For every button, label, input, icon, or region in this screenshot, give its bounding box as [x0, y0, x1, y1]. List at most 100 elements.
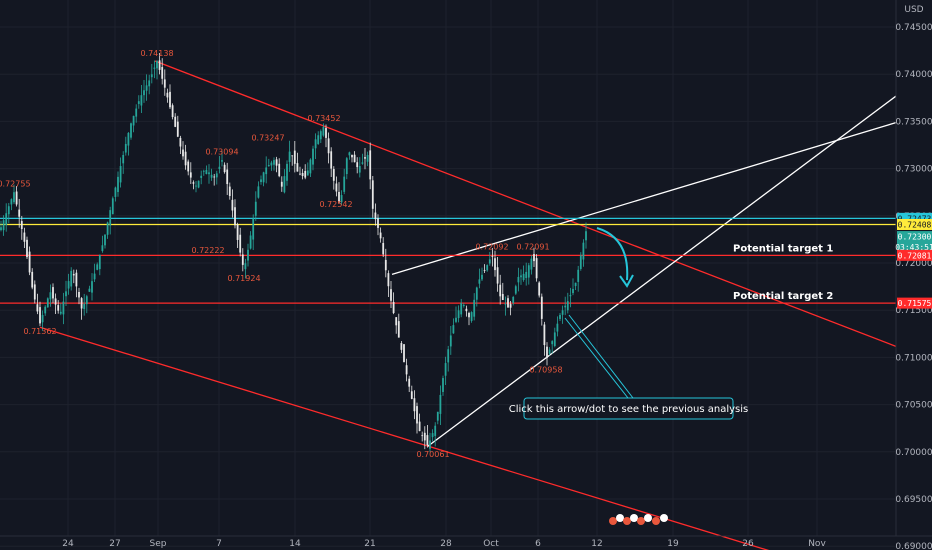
candle-body	[351, 154, 353, 158]
price-tag	[897, 218, 932, 230]
candle-body	[382, 243, 385, 255]
y-tick-label: 0.72000	[895, 259, 932, 269]
candle-body	[247, 249, 249, 261]
candle-body	[0, 227, 2, 231]
candle-body	[335, 183, 338, 192]
candle-body	[265, 167, 268, 175]
candle-body	[390, 289, 392, 301]
event-dot-icon[interactable]	[623, 517, 631, 525]
candle-body	[218, 166, 221, 170]
candle-body	[465, 308, 468, 312]
candle-body	[254, 201, 257, 216]
y-tick-label: 0.70500	[895, 401, 932, 411]
event-dot-icon[interactable]	[652, 517, 660, 525]
event-dot-icon[interactable]	[660, 514, 668, 522]
trend-line[interactable]	[391, 120, 901, 275]
candle-body	[195, 185, 197, 187]
candle-body	[54, 298, 57, 305]
candle-body	[257, 186, 260, 198]
candle-body	[10, 199, 13, 205]
candle-body	[7, 206, 10, 215]
candle-body	[423, 432, 426, 441]
candle-body	[241, 254, 244, 265]
trend-line[interactable]	[154, 60, 901, 349]
price-tag	[897, 231, 932, 243]
candle-body	[343, 176, 346, 192]
event-dot-icon[interactable]	[616, 514, 624, 522]
candle-body	[535, 258, 538, 279]
event-dot-icon[interactable]	[630, 514, 638, 522]
candle-body	[410, 391, 413, 399]
candle-body	[122, 155, 125, 164]
candle-body	[418, 421, 421, 432]
candle-body	[491, 256, 494, 257]
price-axis[interactable]	[896, 0, 932, 550]
candle-body	[150, 74, 153, 78]
candle-body	[280, 181, 283, 187]
trend-line[interactable]	[427, 92, 901, 447]
swing-price-label: 0.73094	[205, 148, 238, 157]
candle-body	[364, 157, 366, 159]
candle-body	[579, 255, 582, 269]
swing-price-label: 0.70958	[529, 365, 562, 374]
candle-body	[577, 269, 580, 282]
candle-body	[260, 179, 262, 183]
candle-body	[31, 271, 34, 288]
price-tag-text: 03:43:51	[895, 243, 932, 252]
candle-body	[327, 138, 330, 154]
candle-body	[28, 251, 31, 273]
event-dot-icon[interactable]	[609, 517, 617, 525]
candle-body	[137, 101, 140, 104]
x-tick-label: 19	[667, 539, 679, 549]
candle-body	[249, 235, 252, 249]
candle-body	[286, 163, 288, 181]
price-tag-text: 0.72300	[898, 233, 932, 242]
candle-body	[187, 161, 190, 172]
candle-body	[283, 176, 286, 193]
x-tick-label: 24	[62, 539, 74, 549]
event-dot-icon[interactable]	[644, 514, 652, 522]
candle-body	[439, 394, 442, 414]
price-tag-text: 0.72081	[898, 251, 932, 260]
currency-label: USD	[904, 5, 923, 15]
candle-body	[130, 123, 132, 138]
analysis-callout[interactable]: Click this arrow/dot to see the previous…	[509, 397, 749, 420]
candle-body	[39, 307, 41, 324]
candle-body	[124, 143, 127, 153]
candle-body	[15, 191, 18, 205]
candle-body	[403, 344, 405, 363]
candle-body	[379, 232, 382, 239]
event-dot-icon[interactable]	[637, 517, 645, 525]
candle-body	[200, 175, 203, 178]
event-icons[interactable]	[609, 514, 668, 525]
candle-body	[397, 321, 400, 338]
forecast-arrow-head	[619, 274, 634, 288]
x-tick-label: 6	[535, 539, 541, 549]
candle-body	[278, 163, 281, 177]
candle-body	[210, 174, 213, 178]
swing-price-label: 0.72755	[0, 180, 31, 189]
candle-body	[514, 286, 517, 294]
candle-body	[215, 173, 218, 178]
candle-body	[104, 234, 106, 246]
candle-body	[49, 292, 52, 300]
candle-body	[452, 325, 455, 334]
candle-body	[348, 152, 351, 156]
candle-body	[314, 139, 317, 149]
candle-body	[455, 317, 457, 322]
candle-body	[161, 67, 164, 79]
candle-body	[270, 162, 273, 166]
candle-body	[176, 121, 179, 137]
swing-price-label: 0.72092	[475, 242, 508, 251]
candle-body	[182, 149, 184, 157]
candle-body	[509, 304, 512, 308]
candle-body	[288, 151, 291, 162]
trend-line[interactable]	[39, 326, 770, 550]
candle-body	[236, 224, 239, 240]
y-tick-label: 0.73000	[895, 165, 932, 175]
candle-body	[226, 169, 229, 185]
candle-body	[158, 60, 161, 70]
candle-body	[377, 218, 379, 228]
candle-body	[57, 305, 60, 311]
